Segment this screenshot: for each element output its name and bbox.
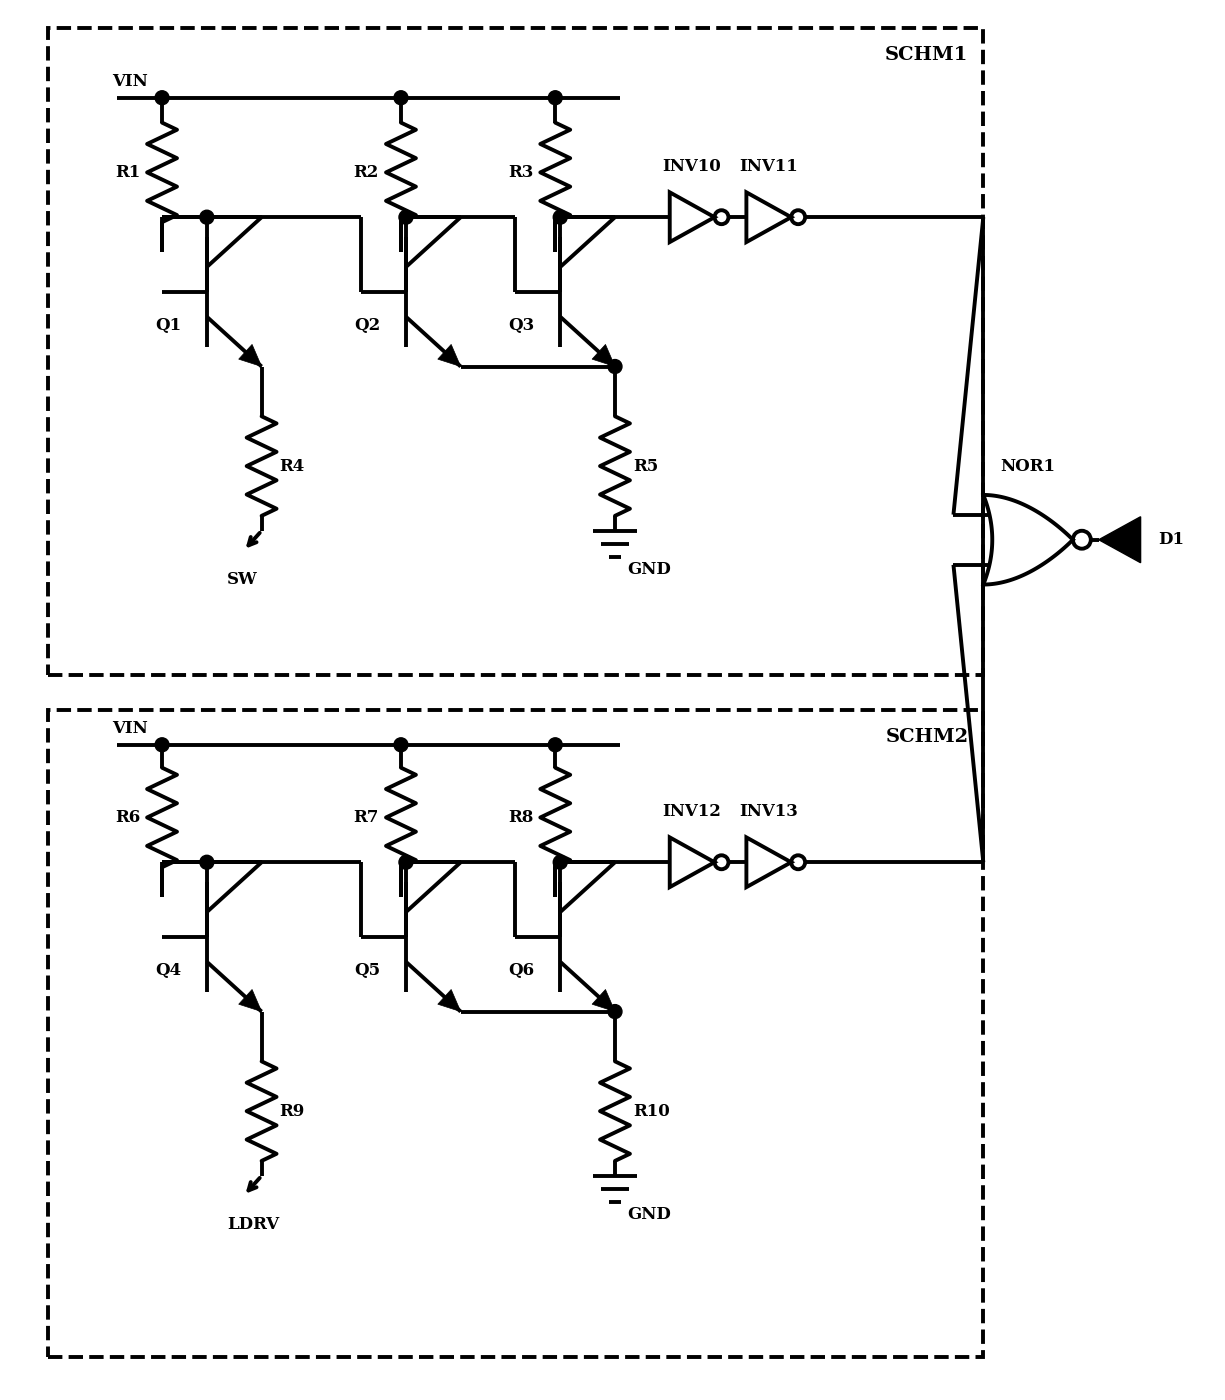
Polygon shape bbox=[592, 344, 615, 367]
Text: VIN: VIN bbox=[113, 720, 148, 736]
Text: VIN: VIN bbox=[113, 73, 148, 90]
Circle shape bbox=[156, 91, 169, 105]
Text: R4: R4 bbox=[279, 458, 305, 475]
Text: GND: GND bbox=[627, 1205, 671, 1222]
Text: R2: R2 bbox=[354, 164, 379, 181]
Text: INV13: INV13 bbox=[739, 804, 797, 820]
Text: Q5: Q5 bbox=[354, 962, 380, 979]
Polygon shape bbox=[1099, 517, 1140, 563]
Polygon shape bbox=[239, 990, 262, 1012]
Text: R5: R5 bbox=[633, 458, 658, 475]
Bar bbox=[48, 28, 984, 675]
Text: SW: SW bbox=[227, 571, 257, 588]
Text: R10: R10 bbox=[633, 1103, 670, 1120]
Text: D1: D1 bbox=[1159, 531, 1185, 549]
Text: R1: R1 bbox=[115, 164, 140, 181]
Circle shape bbox=[394, 738, 408, 752]
Circle shape bbox=[200, 855, 214, 869]
Polygon shape bbox=[592, 990, 615, 1012]
Text: INV12: INV12 bbox=[663, 804, 722, 820]
Circle shape bbox=[394, 91, 408, 105]
Text: Q1: Q1 bbox=[156, 316, 181, 333]
Circle shape bbox=[554, 210, 567, 224]
Text: LDRV: LDRV bbox=[227, 1215, 279, 1232]
Circle shape bbox=[608, 1005, 622, 1019]
Polygon shape bbox=[239, 344, 262, 367]
Text: Q2: Q2 bbox=[354, 316, 381, 333]
Circle shape bbox=[549, 91, 562, 105]
Text: R6: R6 bbox=[115, 809, 140, 826]
Text: INV10: INV10 bbox=[663, 158, 722, 175]
Circle shape bbox=[549, 738, 562, 752]
Text: GND: GND bbox=[627, 560, 671, 578]
Circle shape bbox=[399, 855, 413, 869]
Text: R3: R3 bbox=[508, 164, 533, 181]
Polygon shape bbox=[437, 344, 461, 367]
Bar bbox=[48, 710, 984, 1357]
Text: SCHM2: SCHM2 bbox=[886, 728, 969, 746]
Circle shape bbox=[554, 855, 567, 869]
Circle shape bbox=[200, 210, 214, 224]
Circle shape bbox=[156, 738, 169, 752]
Text: R7: R7 bbox=[354, 809, 379, 826]
Text: NOR1: NOR1 bbox=[1001, 458, 1056, 475]
Text: Q4: Q4 bbox=[156, 962, 181, 979]
Text: Q3: Q3 bbox=[508, 316, 535, 333]
Text: R8: R8 bbox=[508, 809, 533, 826]
Circle shape bbox=[399, 210, 413, 224]
Text: INV11: INV11 bbox=[739, 158, 797, 175]
Polygon shape bbox=[437, 990, 461, 1012]
Text: Q6: Q6 bbox=[508, 962, 534, 979]
Text: SCHM1: SCHM1 bbox=[884, 46, 969, 64]
Text: R9: R9 bbox=[279, 1103, 305, 1120]
Circle shape bbox=[608, 360, 622, 374]
